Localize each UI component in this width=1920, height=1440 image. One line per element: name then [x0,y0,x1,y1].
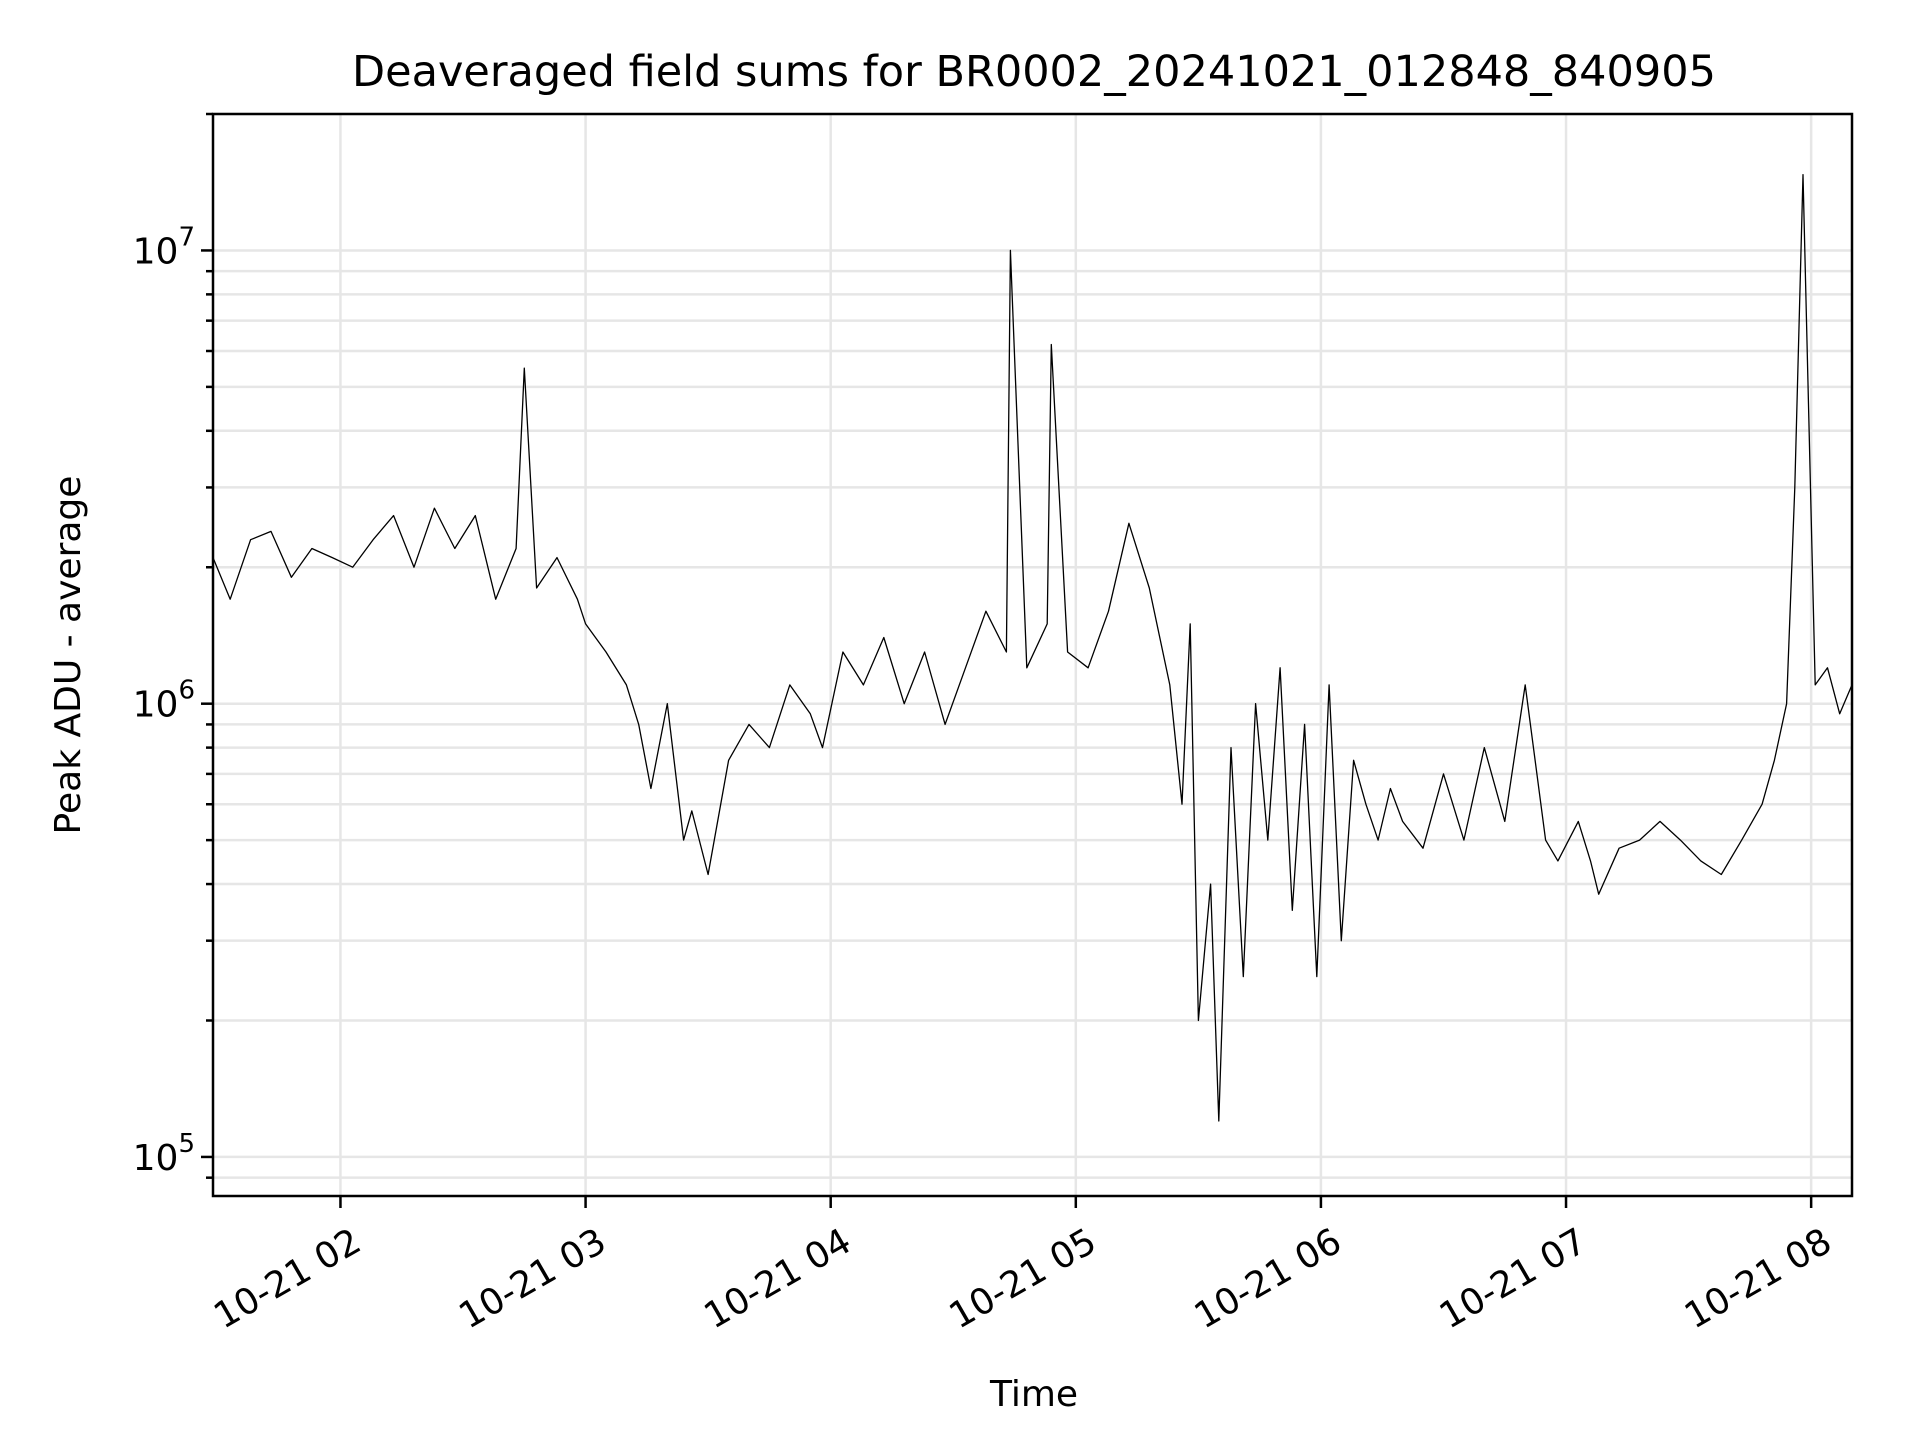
chart-title: Deaveraged field sums for BR0002_2024102… [352,47,1716,97]
x-tick-label: 10-21 02 [207,1221,368,1337]
x-tick-label: 10-21 05 [943,1221,1104,1337]
x-tick-label: 10-21 07 [1433,1221,1594,1337]
x-tick-label: 10-21 08 [1678,1221,1839,1337]
x-axis-label: Time [989,1374,1078,1415]
plot-frame [211,112,1854,1198]
x-tick-label: 10-21 04 [698,1221,859,1337]
y-tick-label: 107 [133,222,195,272]
series-line [212,173,1853,1122]
y-tick-label: 106 [133,676,195,726]
x-tick-label: 10-21 06 [1188,1221,1349,1337]
y-axis-label: Peak ADU - average [48,476,89,835]
grid [213,112,1852,1196]
y-tick-label: 105 [133,1129,195,1179]
x-tick-label: 10-21 03 [452,1221,613,1337]
